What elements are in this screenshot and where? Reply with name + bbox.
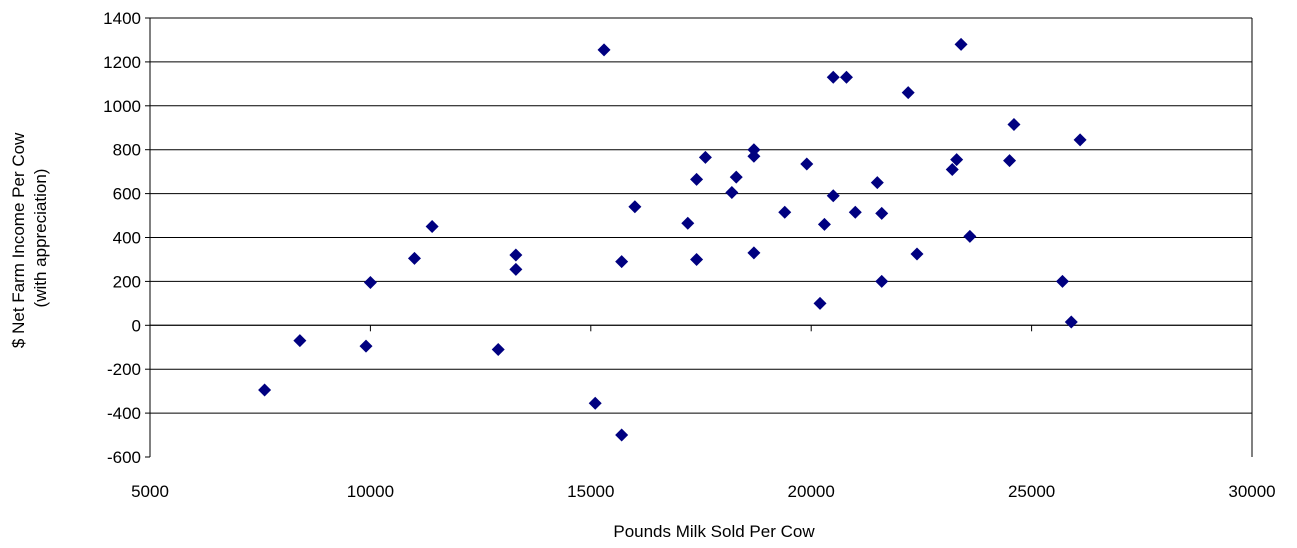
data-point bbox=[509, 262, 523, 276]
data-point bbox=[258, 383, 272, 397]
y-axis-title-line-1: $ Net Farm Income Per Cow bbox=[9, 132, 28, 348]
data-point bbox=[1055, 274, 1069, 288]
data-point bbox=[1073, 133, 1087, 147]
data-point bbox=[954, 37, 968, 51]
data-point bbox=[848, 205, 862, 219]
data-point bbox=[698, 150, 712, 164]
y-axis-title: $ Net Farm Income Per Cow (with apprecia… bbox=[9, 128, 50, 348]
data-point bbox=[690, 172, 704, 186]
x-tick-label: 30000 bbox=[1228, 482, 1275, 501]
x-axis-ticks: 5000 10000 15000 20000 25000 30000 bbox=[131, 325, 1276, 501]
data-point bbox=[1003, 154, 1017, 168]
data-point bbox=[826, 70, 840, 84]
data-point bbox=[870, 176, 884, 190]
data-point bbox=[817, 217, 831, 231]
data-point bbox=[910, 247, 924, 261]
data-point bbox=[747, 149, 761, 163]
data-point bbox=[1064, 315, 1078, 329]
data-point bbox=[615, 428, 629, 442]
data-point bbox=[747, 246, 761, 260]
y-tick-label: 1400 bbox=[103, 9, 141, 28]
x-axis-title: Pounds Milk Sold Per Cow bbox=[613, 522, 815, 541]
y-axis-ticks: -600 -400 -200 0 200 400 600 800 1000 1200 1400 bbox=[103, 9, 150, 467]
data-point bbox=[588, 396, 602, 410]
x-tick-label: 15000 bbox=[567, 482, 614, 501]
data-point bbox=[963, 229, 977, 243]
data-point bbox=[690, 252, 704, 266]
y-tick-label: 800 bbox=[113, 141, 141, 160]
y-axis-title-line-2: (with appreciation) bbox=[31, 169, 50, 308]
y-tick-label: 0 bbox=[132, 316, 141, 335]
data-point bbox=[407, 251, 421, 265]
y-tick-label: -600 bbox=[107, 448, 141, 467]
data-point bbox=[509, 248, 523, 262]
y-tick-label: 1200 bbox=[103, 53, 141, 72]
x-tick-label: 25000 bbox=[1008, 482, 1055, 501]
x-tick-label: 5000 bbox=[131, 482, 169, 501]
x-tick-label: 10000 bbox=[347, 482, 394, 501]
data-point bbox=[813, 296, 827, 310]
data-point bbox=[359, 339, 373, 353]
data-point bbox=[725, 186, 739, 200]
data-point bbox=[729, 170, 743, 184]
data-point bbox=[293, 334, 307, 348]
data-point bbox=[425, 220, 439, 234]
data-point bbox=[747, 143, 761, 157]
data-point bbox=[945, 162, 959, 176]
data-point bbox=[901, 86, 915, 100]
data-point bbox=[875, 274, 889, 288]
data-point bbox=[681, 216, 695, 230]
x-tick-label: 20000 bbox=[788, 482, 835, 501]
y-tick-label: 1000 bbox=[103, 97, 141, 116]
y-tick-label: -200 bbox=[107, 360, 141, 379]
data-point bbox=[839, 70, 853, 84]
data-point bbox=[800, 157, 814, 171]
y-tick-label: -400 bbox=[107, 404, 141, 423]
y-tick-label: 200 bbox=[113, 272, 141, 291]
data-point bbox=[363, 275, 377, 289]
data-point bbox=[778, 205, 792, 219]
grid-lines bbox=[150, 17, 1252, 414]
data-point bbox=[615, 255, 629, 269]
data-point bbox=[875, 206, 889, 220]
data-point bbox=[628, 200, 642, 214]
data-point bbox=[950, 153, 964, 167]
data-point bbox=[491, 342, 505, 356]
y-tick-label: 400 bbox=[113, 229, 141, 248]
data-point bbox=[1007, 117, 1021, 131]
data-points bbox=[258, 37, 1087, 442]
y-tick-label: 600 bbox=[113, 185, 141, 204]
data-point bbox=[826, 189, 840, 203]
data-point bbox=[597, 43, 611, 57]
